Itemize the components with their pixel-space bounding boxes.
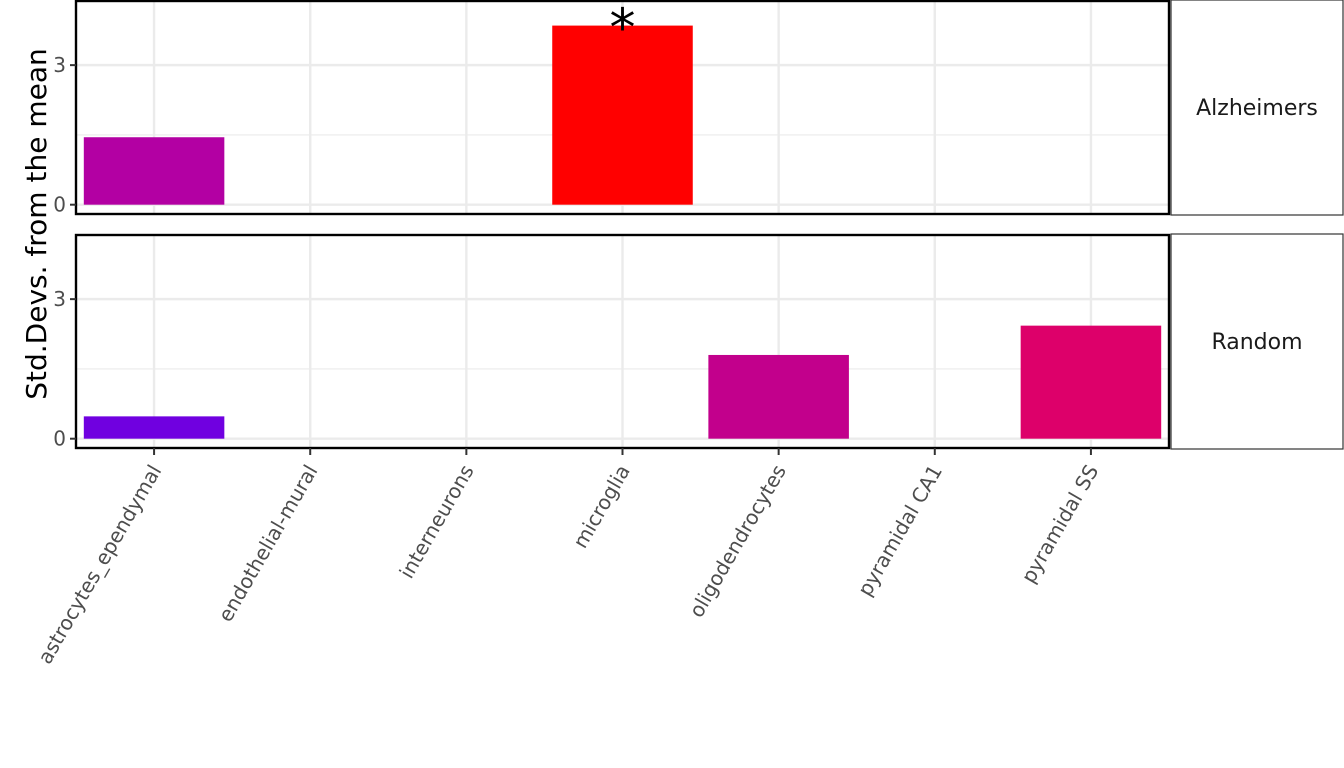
x-tick-label: pyramidal SS: [1016, 461, 1103, 588]
y-tick-label: 0: [53, 427, 66, 451]
panel-border: [74, 0, 1171, 216]
facet-strip: [1170, 0, 1344, 216]
y-tick-label: 3: [53, 53, 66, 77]
facet-strip: [1170, 233, 1344, 450]
x-tick-label: microglia: [568, 461, 635, 553]
x-tick-label: astrocytes_ependymal: [33, 461, 167, 669]
facet-panel: 0 3 Random: [53, 233, 1344, 451]
y-tick-label: 0: [53, 193, 66, 217]
significance-marker: *: [610, 0, 636, 59]
facet-strip-label: Alzheimers: [1196, 96, 1318, 121]
x-tick-label: oligodendrocytes: [684, 461, 791, 622]
bar-oligodendrocytes: [708, 354, 849, 439]
bar-microglia: [552, 25, 693, 205]
x-tick-label: pyramidal CA1: [853, 461, 947, 601]
facet-strip-label: Random: [1211, 330, 1302, 355]
y-tick-label: 3: [53, 287, 66, 311]
facet-panel: * 0 3 Alzheimers: [53, 0, 1344, 217]
bar-astrocytes-ependymal: [83, 416, 225, 439]
x-tick-label: interneurons: [394, 461, 478, 583]
bar-astrocytes-ependymal: [83, 137, 225, 205]
y-axis-title: Std.Devs. from the mean: [20, 48, 53, 400]
x-tick-label: endothelial-mural: [213, 461, 322, 626]
bar-pyramidal-ss: [1020, 325, 1162, 439]
